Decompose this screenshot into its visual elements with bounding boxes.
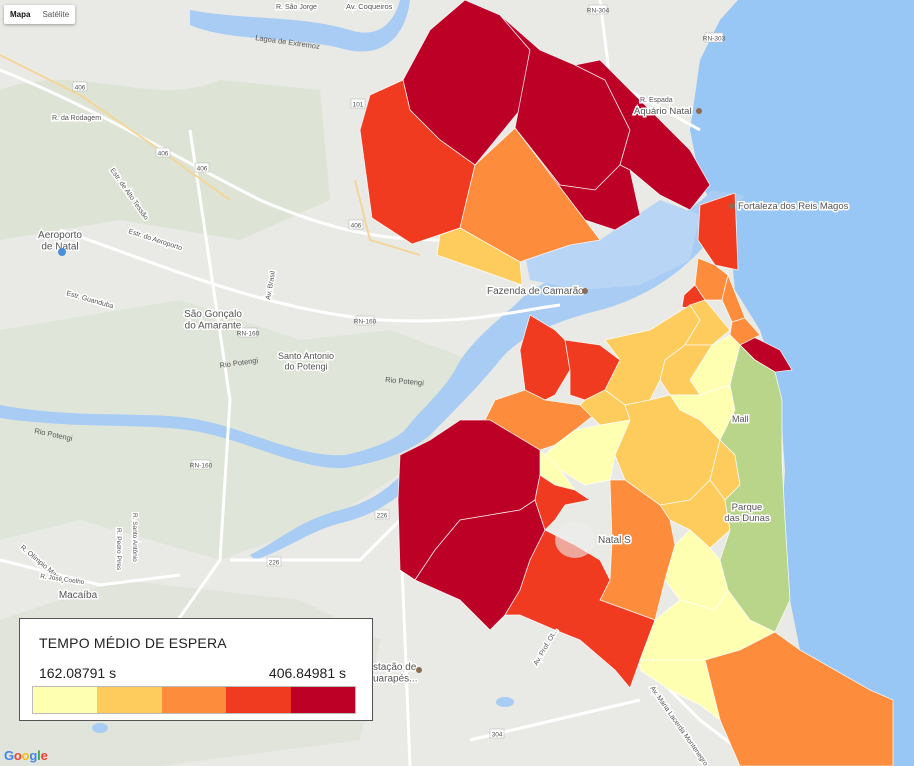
road-shield: 226 bbox=[377, 512, 388, 519]
legend-panel: TEMPO MÉDIO DE ESPERA 162.08791 s 406.84… bbox=[19, 618, 373, 721]
landmark-icon bbox=[582, 288, 588, 294]
road-shield: 304 bbox=[492, 731, 503, 738]
legend-min-label: 162.08791 s bbox=[39, 665, 117, 681]
label-r-santo-antonio: R. Santo Antônio bbox=[131, 513, 138, 562]
neighborhood-north-east[interactable] bbox=[573, 59, 711, 211]
road-shield: RN-160 bbox=[190, 462, 213, 469]
label-estacao: stação de uarapés... bbox=[373, 662, 417, 685]
road-shield: RN-303 bbox=[703, 35, 726, 42]
neighborhood-pitimbu[interactable] bbox=[504, 529, 656, 689]
google-logo[interactable]: Google bbox=[4, 748, 48, 763]
neighborhood-ponta-negra[interactable] bbox=[704, 631, 894, 766]
river-branch bbox=[250, 440, 440, 560]
label-av-coqueiros: Av. Coqueiros bbox=[346, 2, 393, 11]
airport-icon bbox=[58, 248, 66, 256]
label-fazenda: Fazenda de Camarão bbox=[487, 286, 584, 297]
road-shield: RN-160 bbox=[354, 318, 377, 325]
label-mall: Mall bbox=[732, 414, 749, 424]
label-r-sao-jorge: R. São Jorge bbox=[276, 4, 317, 11]
label-aeroporto: Aeroporto de Natal bbox=[38, 230, 82, 253]
road-shield: RN-160 bbox=[237, 330, 260, 337]
legend-swatch-1 bbox=[33, 687, 98, 713]
lagoa-de-extremoz bbox=[190, 0, 410, 52]
legend-swatch-4 bbox=[226, 687, 291, 713]
label-natal-shopping: Natal S bbox=[598, 535, 631, 546]
neighborhood-north-south[interactable] bbox=[514, 127, 641, 231]
label-macaiba: Macaíba bbox=[59, 590, 98, 601]
label-r-pedro-pires: R. Pedro Pires bbox=[115, 528, 122, 571]
legend-color-scale bbox=[32, 686, 356, 714]
neighborhood-mae-luiza[interactable] bbox=[729, 317, 761, 346]
shrimp-ponds bbox=[520, 200, 700, 290]
label-r-rodagem: R. da Rodagem bbox=[52, 115, 101, 122]
road-shield: 406 bbox=[75, 84, 86, 91]
lake bbox=[92, 723, 108, 733]
lake bbox=[496, 697, 514, 707]
legend-swatch-3 bbox=[161, 687, 227, 713]
road-shield: 406 bbox=[351, 222, 362, 229]
landmark-icon bbox=[696, 108, 702, 114]
neighborhood-west-1[interactable] bbox=[519, 314, 571, 401]
label-aquario: Aquário Natal bbox=[634, 106, 692, 117]
label-fortaleza: Fortaleza dos Reis Magos bbox=[738, 201, 849, 212]
road-shield: RN-304 bbox=[587, 7, 610, 14]
highways bbox=[0, 54, 421, 256]
neighborhood-north-yellow[interactable] bbox=[436, 227, 523, 286]
legend-swatch-2 bbox=[97, 687, 162, 713]
atlantic-ocean bbox=[690, 0, 914, 766]
neighborhood-praia-do-meio[interactable] bbox=[721, 273, 746, 323]
landmark-icon bbox=[729, 203, 735, 209]
neighborhood-barro-vermelho[interactable] bbox=[659, 344, 713, 396]
shopping-area bbox=[555, 522, 595, 558]
road-shield: 101 bbox=[353, 101, 364, 108]
parque-das-dunas bbox=[719, 344, 791, 633]
road-shield: 406 bbox=[197, 165, 208, 172]
rio-potengi-west bbox=[0, 405, 345, 469]
label-r-espada: R. Espada bbox=[640, 97, 673, 104]
road-shields: 406 406 406 406 RN-304 RN-303 RN-160 RN-… bbox=[72, 4, 759, 739]
landmark-icon bbox=[416, 667, 422, 673]
label-rio-potengi: Rio Potengi bbox=[385, 375, 425, 387]
label-parque: Parque das Dunas bbox=[724, 502, 770, 524]
neighborhood-south-strip[interactable] bbox=[639, 659, 721, 721]
label-sao-goncalo: São Gonçalo do Amarante bbox=[184, 309, 242, 332]
road-shield: 406 bbox=[158, 150, 169, 157]
neighborhood-cidade-satelite[interactable] bbox=[534, 474, 592, 531]
map-type-satellite-button[interactable]: Satélite bbox=[42, 10, 70, 19]
map-type-control: Mapa Satélite bbox=[4, 5, 76, 24]
label-santo-antonio: Santo Antonio do Potengi bbox=[278, 351, 334, 371]
vegetation-area bbox=[0, 80, 330, 240]
road-shield: 226 bbox=[269, 559, 280, 566]
neighborhood-polygons[interactable] bbox=[359, 0, 894, 766]
legend-max-label: 406.84981 s bbox=[268, 665, 346, 681]
neighborhood-santos-reis[interactable] bbox=[697, 192, 739, 271]
map-type-mapa-button[interactable]: Mapa bbox=[10, 10, 31, 19]
legend-title: TEMPO MÉDIO DE ESPERA bbox=[39, 635, 227, 651]
legend-swatch-5 bbox=[290, 687, 356, 713]
